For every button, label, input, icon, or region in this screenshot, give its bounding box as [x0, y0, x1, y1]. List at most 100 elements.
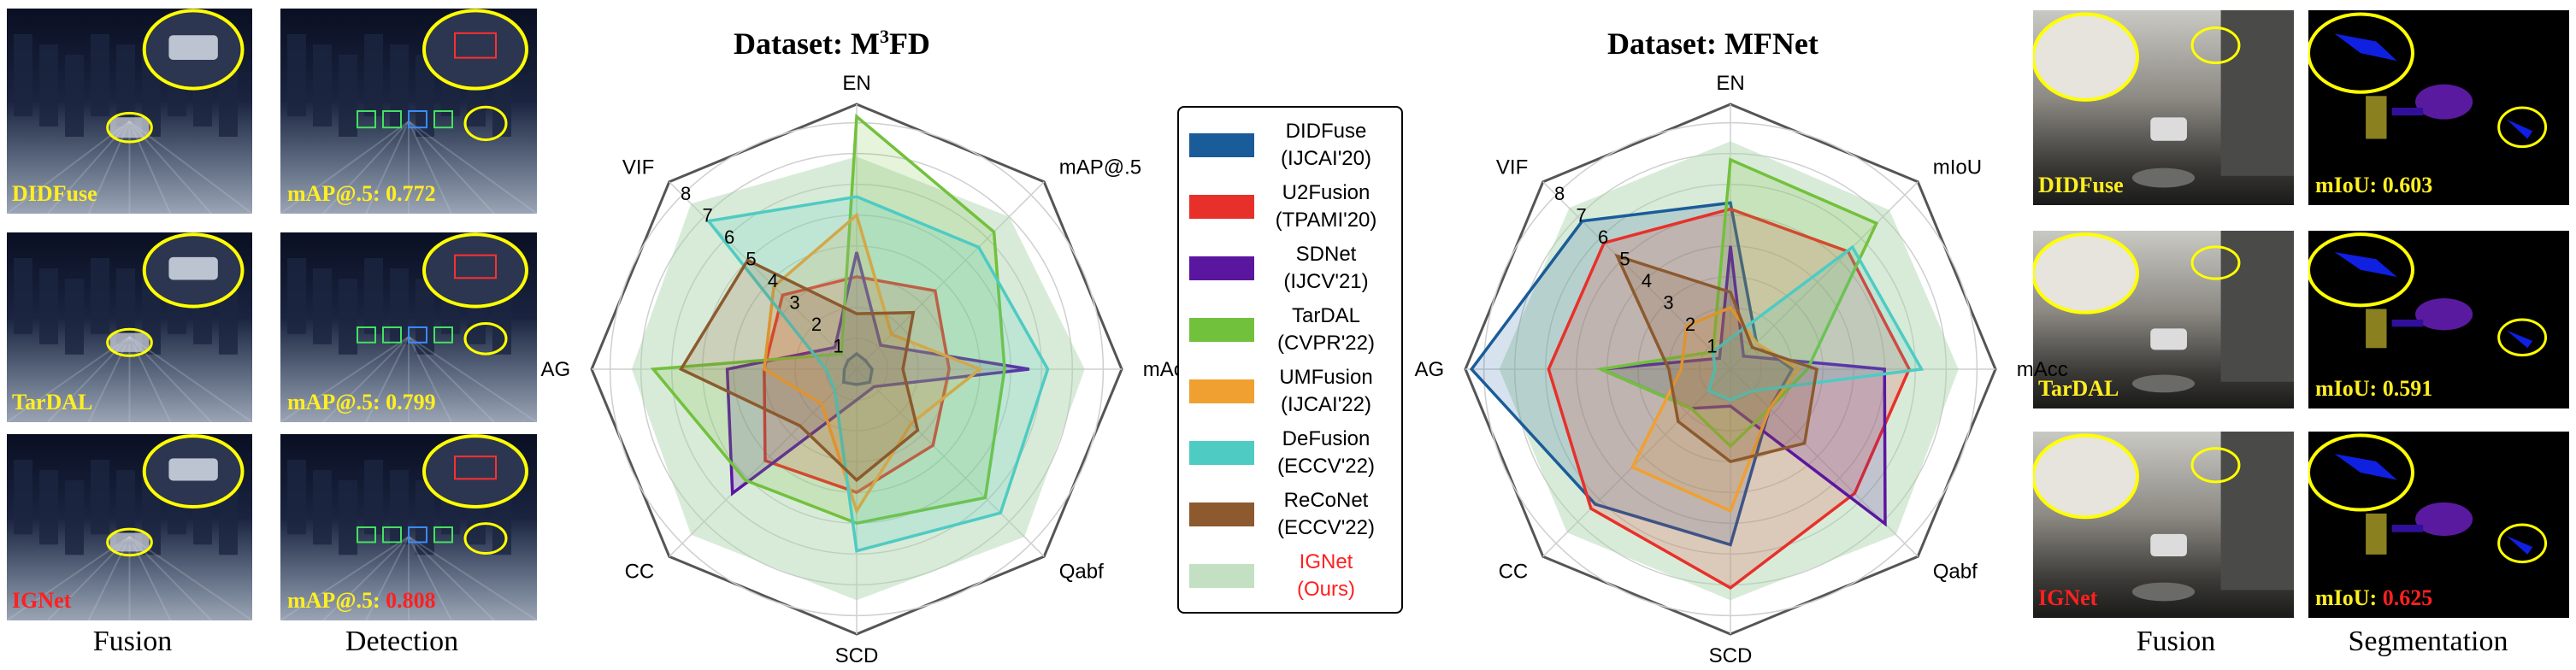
legend-tag: (CVPR'22) [1277, 332, 1375, 355]
radar-axis-label: CC [1499, 561, 1529, 584]
fusion-label-tardal: TarDAL [12, 390, 93, 414]
segmentation-score-label: mIoU: [2315, 585, 2383, 610]
detection-score-label: mAP@.5: [287, 390, 386, 414]
fusion-thumb-didfuse: DIDFuse [7, 9, 252, 214]
segmentation-thumb-didfuse: mIoU: 0.603 [2308, 10, 2569, 205]
legend-swatch [1189, 256, 1254, 280]
detection-score-didfuse: mAP@.5: 0.772 [287, 181, 436, 207]
fusion-right-label-ignet: IGNet [2038, 585, 2098, 610]
legend-swatch [1189, 564, 1254, 588]
radar-axis-label: mAP@.5 [1059, 156, 1141, 179]
segmentation-score-tardal: mIoU: 0.591 [2315, 376, 2432, 402]
legend-tag: (IJCV'21) [1283, 270, 1369, 293]
segmentation-score-label: mIoU: [2315, 376, 2383, 401]
legend-name: ReCoNet [1283, 489, 1369, 512]
radar-series-didfuse [841, 351, 874, 386]
segmentation-thumb-tardal: mIoU: 0.591 [2308, 231, 2569, 408]
radar-axis-label: mAcc [2017, 358, 2068, 381]
radar-axis-label: mIoU [1933, 156, 1982, 179]
fusion-thumb-tardal-image [7, 232, 252, 422]
fusion-thumb-tardal: TarDAL [7, 232, 252, 422]
segmentation-score-value: 0.603 [2382, 173, 2433, 197]
detection-score-tardal: mAP@.5: 0.799 [287, 390, 436, 415]
caption-segmentation: Segmentation [2348, 626, 2508, 657]
radar-series-umfusion [762, 212, 983, 514]
radar-ring-label: 7 [1576, 205, 1586, 226]
radar-axis-label: VIF [1496, 156, 1528, 179]
legend-swatch [1189, 379, 1254, 403]
chart-title-m3fd: Dataset: M3FD [734, 26, 930, 62]
radar-axis-label: Qabf [1933, 561, 1978, 584]
segmentation-thumb-tardal-image [2308, 231, 2569, 408]
chart-title-mfnet-prefix: Dataset: MFNet [1607, 26, 1819, 61]
segmentation-score-value: 0.625 [2382, 585, 2433, 610]
legend-swatch [1189, 195, 1254, 219]
radar-series-ignet [1499, 141, 1959, 601]
legend-tag: (Ours) [1297, 578, 1355, 601]
radar-axis-label: CC [625, 561, 655, 584]
fusion-thumb-ignet-image [7, 434, 252, 620]
segmentation-thumb-didfuse-image [2308, 10, 2569, 205]
fusion-right-thumb-tardal-image [2033, 231, 2294, 408]
legend-name: DeFusion [1282, 427, 1371, 450]
chart-title-mfnet: Dataset: MFNet [1607, 26, 1819, 62]
caption-detection: Detection [345, 626, 459, 657]
radar-ring-label: 6 [724, 226, 734, 248]
radar-spoke [1542, 368, 1731, 557]
radar-ring-label: 1 [1707, 336, 1717, 357]
legend-item-reconet: ReCoNet (ECCV'22) [1179, 485, 1401, 547]
radar-axis-label: EN [1716, 72, 1744, 95]
radar-axis-label: SCD [835, 644, 879, 667]
legend-item-u2fusion: U2Fusion (TPAMI'20) [1179, 178, 1401, 239]
legend-name: U2Fusion [1282, 181, 1371, 204]
legend-item-defusion: DeFusion (ECCV'22) [1179, 424, 1401, 485]
legend-swatch [1189, 441, 1254, 465]
fusion-right-thumb-tardal: TarDAL [2033, 231, 2294, 408]
radar-series-reconet [679, 258, 920, 483]
detection-thumb-tardal: mAP@.5: 0.799 [280, 232, 537, 422]
fusion-right-thumb-ignet: IGNet [2033, 432, 2294, 618]
radar-spoke [1542, 181, 1731, 370]
radar-axis-label: AG [1415, 358, 1445, 381]
radar-ring-label: 4 [1642, 270, 1652, 291]
legend-name: SDNet [1295, 243, 1357, 266]
radar-ring-label: 2 [811, 314, 822, 335]
detection-score-ignet: mAP@.5: 0.808 [287, 588, 436, 614]
legend-swatch [1189, 502, 1254, 526]
detection-score-label: mAP@.5: [287, 588, 386, 613]
fusion-right-label-tardal: TarDAL [2038, 376, 2119, 401]
legend-item-tardal: TarDAL (CVPR'22) [1179, 301, 1401, 362]
detection-score-value: 0.799 [386, 390, 436, 414]
fusion-right-thumb-didfuse: DIDFuse [2033, 10, 2294, 205]
radar-axis-label: VIF [622, 156, 654, 179]
radar-ring-label: 4 [768, 270, 778, 291]
legend-swatch [1189, 133, 1254, 157]
legend-tag: (IJCAI'20) [1281, 147, 1371, 170]
radar-series-reconet [1614, 253, 1819, 464]
segmentation-score-didfuse: mIoU: 0.603 [2315, 173, 2432, 198]
detection-thumb-tardal-image [280, 232, 537, 422]
radar-spoke [856, 181, 1045, 370]
radar-spoke [856, 368, 1045, 557]
legend-name: IGNet [1299, 550, 1353, 573]
segmentation-score-value: 0.591 [2382, 376, 2433, 401]
radar-ring-label: 3 [789, 292, 799, 314]
radar-axis-label: SCD [1709, 644, 1753, 667]
detection-thumb-ignet-image [280, 434, 537, 620]
radar-ring-label: 1 [833, 336, 843, 357]
radar-series-defusion [1707, 244, 1925, 402]
radar-ring-label: 6 [1598, 226, 1608, 248]
chart-title-m3fd-sup: 3 [879, 26, 889, 47]
fusion-label-didfuse: DIDFuse [12, 181, 97, 206]
radar-axis-label: AG [541, 358, 571, 381]
chart-title-m3fd-prefix: Dataset: M [734, 26, 880, 61]
detection-thumb-didfuse-image [280, 9, 537, 214]
fusion-right-thumb-ignet-image [2033, 432, 2294, 618]
legend: DIDFuse (IJCAI'20) U2Fusion (TPAMI'20) SDNet… [1177, 106, 1403, 614]
radar-spoke [1730, 181, 1919, 370]
detection-thumb-ignet: mAP@.5: 0.808 [280, 434, 537, 620]
radar-ring-label: 2 [1685, 314, 1695, 335]
radar-spoke [669, 368, 858, 557]
